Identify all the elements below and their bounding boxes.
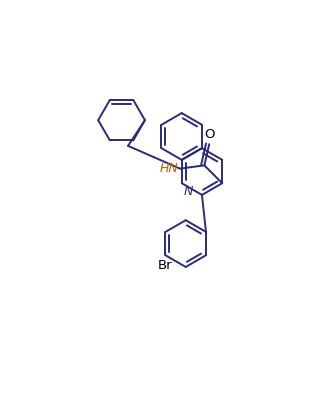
Text: Br: Br	[158, 259, 173, 272]
Text: HN: HN	[160, 162, 178, 175]
Text: O: O	[204, 128, 215, 141]
Text: N: N	[183, 185, 193, 198]
